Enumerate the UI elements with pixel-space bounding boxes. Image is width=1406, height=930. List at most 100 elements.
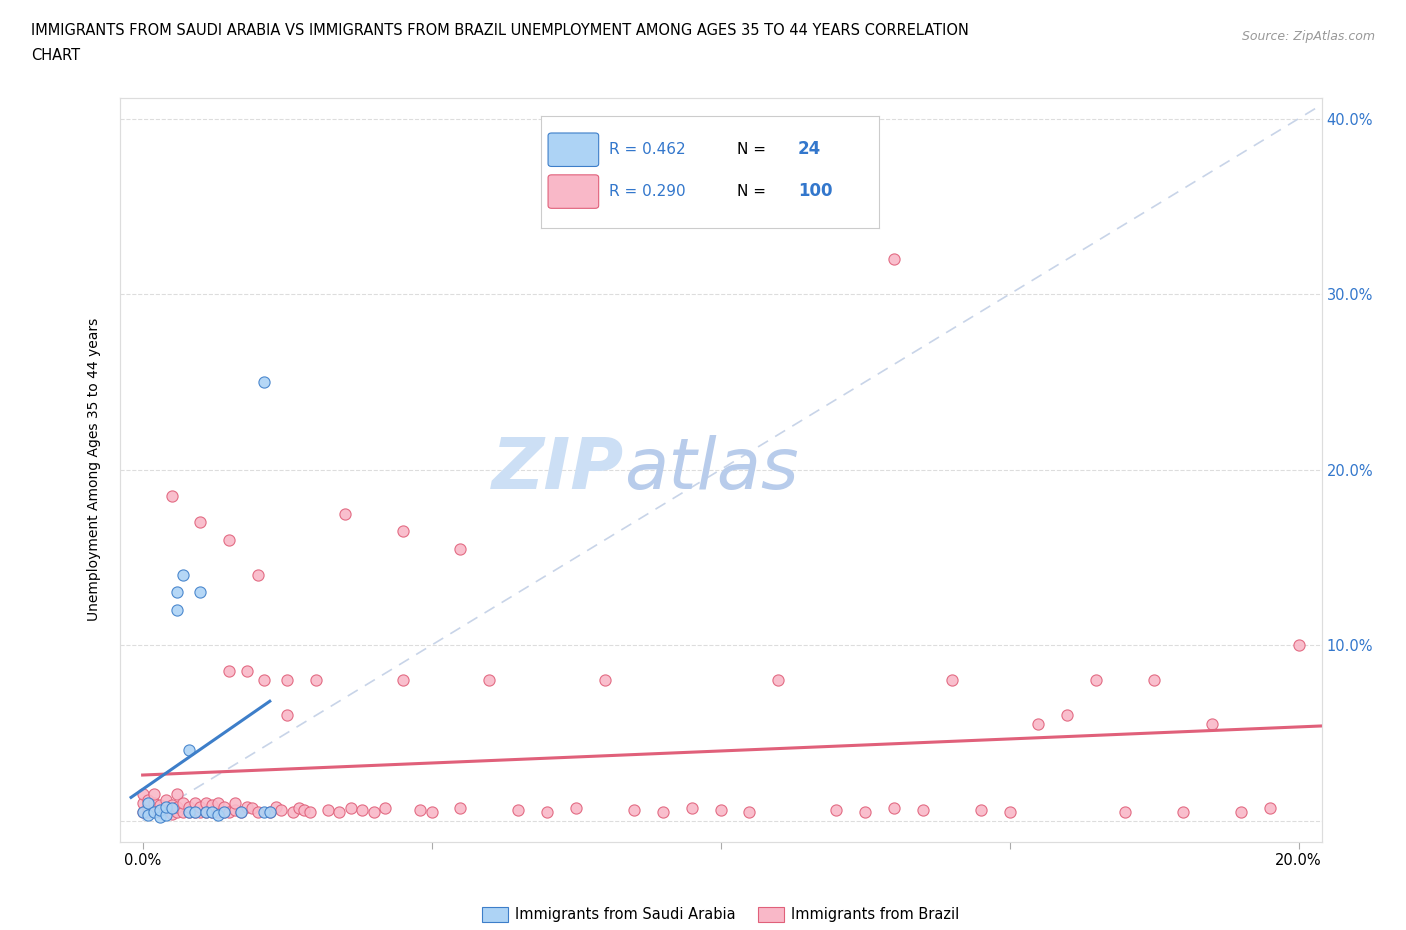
Point: [328, 804, 350, 819]
Point: [1028, 717, 1050, 732]
Point: [143, 795, 166, 810]
Point: [218, 664, 240, 679]
Text: 100: 100: [797, 182, 832, 200]
Point: [374, 801, 396, 816]
Point: [183, 804, 205, 819]
Point: [333, 506, 356, 521]
Point: [363, 804, 385, 819]
Point: [143, 803, 166, 817]
Point: [166, 585, 188, 600]
Point: [131, 804, 153, 819]
Point: [339, 801, 361, 816]
Point: [201, 804, 224, 819]
Text: N =: N =: [737, 141, 766, 156]
Point: [536, 804, 558, 819]
Point: [651, 804, 673, 819]
Point: [224, 803, 246, 817]
Point: [131, 795, 153, 810]
Point: [825, 803, 848, 817]
Point: [450, 541, 472, 556]
Point: [143, 787, 166, 802]
Point: [138, 795, 160, 810]
Point: [160, 806, 183, 821]
Point: [177, 804, 200, 819]
Text: ZIP: ZIP: [492, 435, 624, 504]
Point: [166, 804, 188, 819]
Text: R = 0.290: R = 0.290: [609, 183, 685, 198]
Point: [391, 672, 413, 687]
Point: [420, 804, 443, 819]
Point: [276, 672, 298, 687]
Point: [207, 795, 229, 810]
Point: [190, 804, 212, 819]
Point: [218, 804, 240, 819]
Text: atlas: atlas: [624, 435, 799, 504]
Text: R = 0.462: R = 0.462: [609, 141, 685, 156]
Point: [149, 810, 172, 825]
Point: [259, 804, 281, 819]
Point: [450, 801, 472, 816]
Point: [264, 799, 287, 814]
Point: [247, 567, 270, 582]
Point: [565, 801, 588, 816]
Point: [1085, 672, 1108, 687]
Point: [242, 801, 264, 816]
Point: [166, 603, 188, 618]
Point: [201, 797, 224, 812]
Point: [190, 585, 212, 600]
Point: [478, 672, 501, 687]
Point: [172, 804, 194, 819]
Point: [710, 803, 733, 817]
Point: [299, 804, 322, 819]
Point: [253, 375, 276, 390]
Point: [391, 524, 413, 538]
Point: [623, 803, 645, 817]
Point: [138, 804, 160, 819]
Point: [177, 804, 200, 819]
Point: [294, 803, 316, 817]
Point: [593, 672, 616, 687]
Point: [259, 804, 281, 819]
Point: [177, 743, 200, 758]
Point: [235, 664, 257, 679]
Point: [207, 808, 229, 823]
Point: [681, 801, 703, 816]
Point: [276, 708, 298, 723]
Point: [253, 804, 276, 819]
Point: [998, 804, 1021, 819]
Point: [409, 803, 432, 817]
Point: [1171, 804, 1194, 819]
Point: [1143, 672, 1166, 687]
Point: [316, 803, 339, 817]
Point: [149, 804, 172, 819]
Point: [212, 804, 235, 819]
Point: [190, 799, 212, 814]
Point: [911, 803, 934, 817]
Point: [305, 672, 328, 687]
Point: [155, 799, 177, 814]
Point: [149, 797, 172, 812]
Point: [1056, 708, 1078, 723]
Point: [155, 808, 177, 823]
Point: [229, 804, 252, 819]
Point: [229, 804, 252, 819]
Point: [212, 799, 235, 814]
Point: [155, 792, 177, 807]
Point: [883, 252, 905, 267]
Point: [183, 795, 205, 810]
Text: N =: N =: [737, 183, 766, 198]
Point: [143, 804, 166, 819]
Point: [247, 804, 270, 819]
Point: [212, 804, 235, 819]
Point: [287, 801, 309, 816]
Point: [253, 672, 276, 687]
Point: [281, 804, 304, 819]
Point: [166, 787, 188, 802]
Point: [218, 532, 240, 547]
Point: [172, 567, 194, 582]
Point: [138, 799, 160, 814]
Point: [131, 804, 153, 819]
Point: [270, 803, 292, 817]
Point: [183, 804, 205, 819]
Point: [224, 795, 246, 810]
